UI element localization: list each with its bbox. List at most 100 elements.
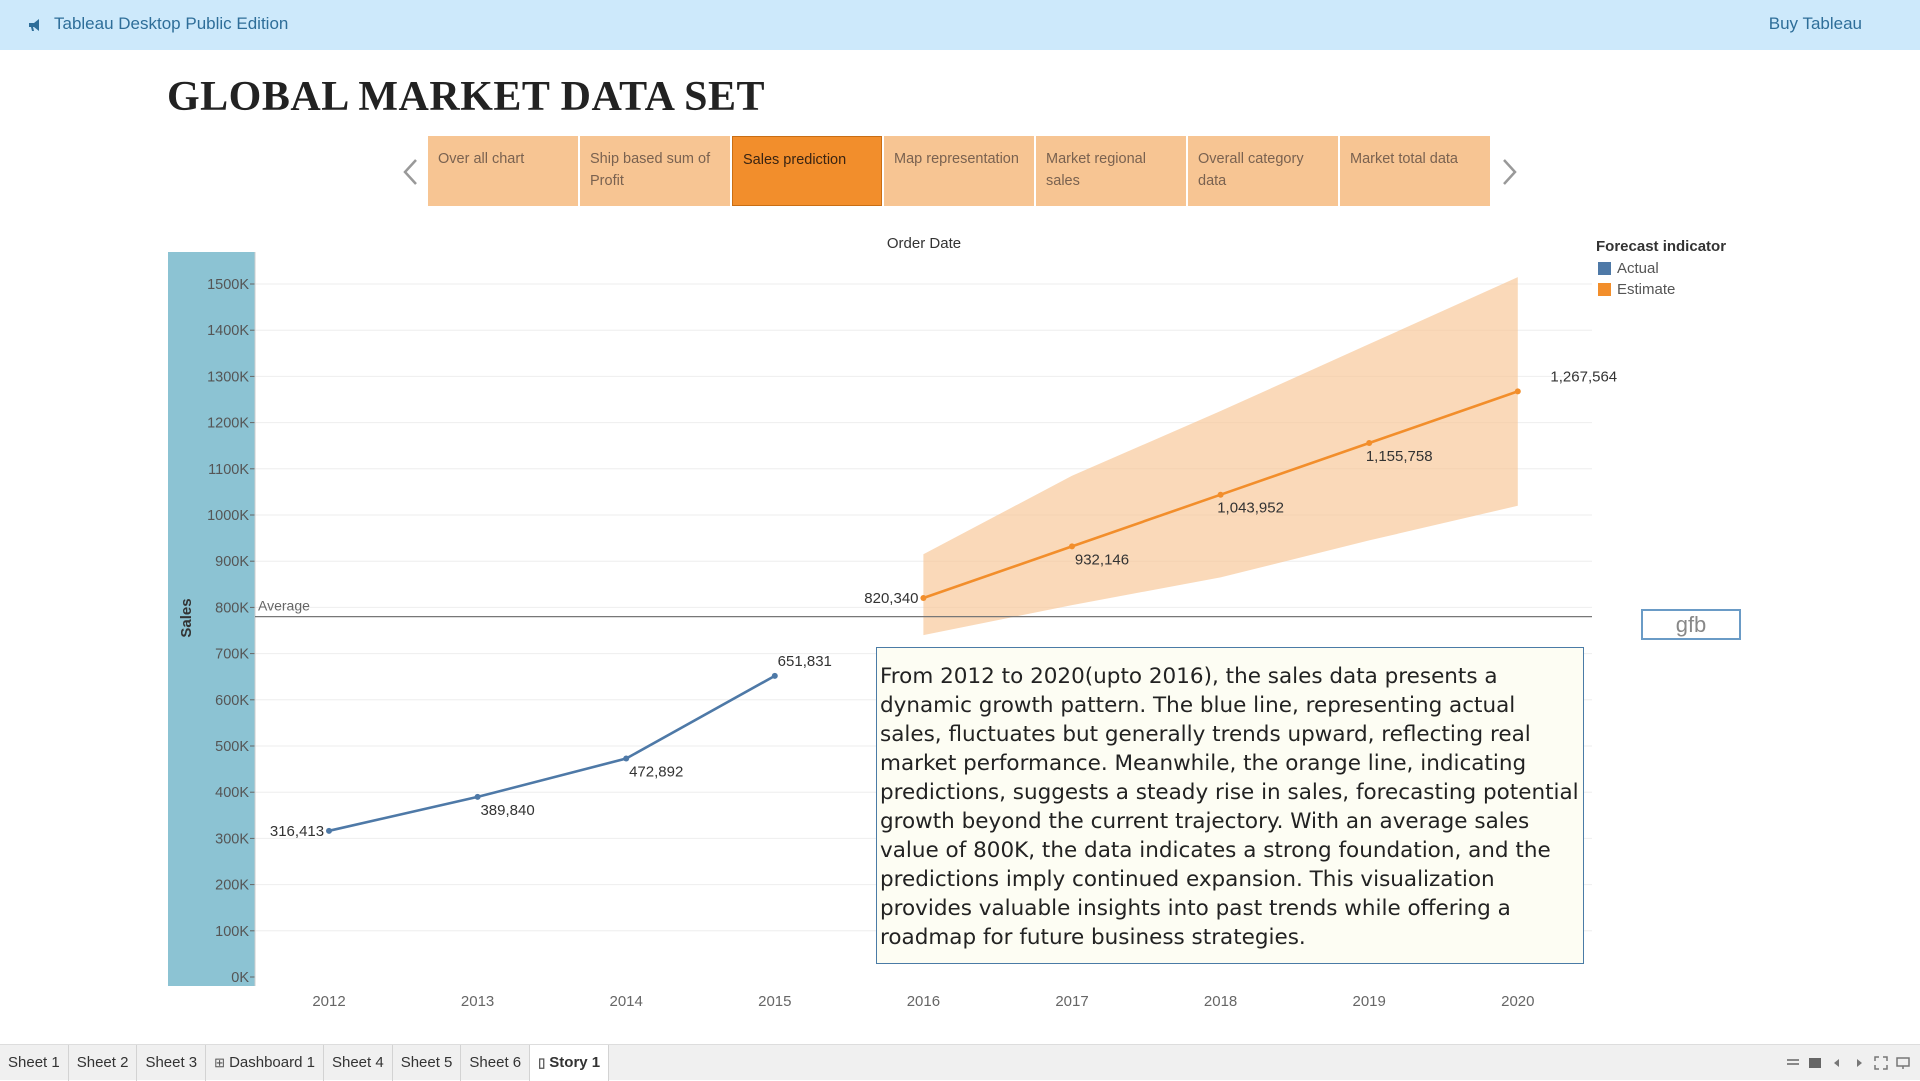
next-arrow-icon[interactable] [1496, 152, 1522, 192]
gfb-text-box[interactable]: gfb [1641, 609, 1741, 640]
grid-view-icon[interactable] [1786, 1056, 1800, 1070]
y-tick-label: 700K [215, 647, 249, 663]
y-tick-label: 800K [215, 600, 249, 616]
status-bar-icons [1786, 1056, 1910, 1070]
y-tick-label: 1500K [207, 277, 249, 293]
data-label-estimate: 1,155,758 [1366, 448, 1433, 465]
story-point-market-regional-sales[interactable]: Market regional sales [1036, 136, 1186, 206]
y-tick-label: 1100K [208, 462, 249, 478]
legend-title: Forecast indicator [1596, 238, 1727, 255]
legend-item-actual[interactable]: Actual [1596, 258, 1726, 279]
story-point-market-total-data[interactable]: Market total data [1340, 136, 1490, 206]
story-point-overall-category-data[interactable]: Overall category data [1188, 136, 1338, 206]
data-label-actual: 316,413 [270, 823, 324, 840]
data-point-actual [474, 793, 481, 800]
x-tick-label: 2017 [1055, 993, 1088, 1010]
data-point-actual [326, 827, 332, 834]
x-tick-label: 2015 [758, 993, 791, 1010]
y-tick-label: 300K [215, 831, 249, 847]
story-tab-1[interactable]: ▯ Story 1 [530, 1045, 610, 1081]
story-title: GLOBAL MARKET DATA SET [167, 74, 765, 120]
y-tick-label: 1300K [207, 369, 249, 385]
data-label-estimate: 1,043,952 [1217, 500, 1284, 517]
data-label-actual: 389,840 [480, 802, 534, 819]
annotation-text-box: From 2012 to 2020(upto 2016), the sales … [876, 647, 1584, 964]
x-tick-label: 2016 [907, 993, 940, 1010]
sheet-tab-label: Sheet 4 [331, 1054, 384, 1071]
legend-item-estimate[interactable]: Estimate [1596, 279, 1726, 300]
y-tick-label: 500K [215, 739, 249, 755]
story-point-ship-profit[interactable]: Ship based sum of Profit [580, 136, 730, 206]
data-label-estimate: 932,146 [1075, 551, 1129, 568]
x-tick-label: 2019 [1353, 993, 1386, 1010]
sheet-tab-label: Sheet 1 [8, 1054, 60, 1071]
x-tick-label: 2020 [1501, 993, 1534, 1010]
sheet-tabs: Sheet 1 Sheet 2 Sheet 3 ⊞ Dashboard 1 Sh… [0, 1045, 610, 1081]
data-point-estimate [1366, 440, 1373, 447]
previous-arrow-icon[interactable] [398, 152, 424, 192]
story-point-map-representation[interactable]: Map representation [884, 136, 1034, 206]
story-point-sales-prediction[interactable]: Sales prediction [732, 136, 882, 206]
y-tick-label: 400K [215, 785, 249, 801]
legend-swatch-actual [1598, 262, 1611, 275]
y-tick-label: 0K [231, 970, 249, 986]
presentation-icon[interactable] [1896, 1056, 1910, 1070]
data-label-actual: 651,831 [778, 653, 832, 670]
app-title: Tableau Desktop Public Edition [54, 14, 289, 33]
data-label-estimate: 820,340 [864, 590, 918, 607]
sheet-tab-5[interactable]: Sheet 5 [393, 1045, 462, 1081]
sheet-tab-label: Story 1 [549, 1054, 601, 1071]
sheet-tab-label: Sheet 6 [469, 1054, 522, 1071]
sheet-tab-label: Dashboard 1 [229, 1054, 315, 1071]
dashboard-icon: ⊞ [214, 1055, 226, 1070]
data-label-actual: 472,892 [629, 764, 683, 781]
sheet-tab-bar: Sheet 1 Sheet 2 Sheet 3 ⊞ Dashboard 1 Sh… [0, 1044, 1920, 1081]
data-point-actual [771, 672, 778, 679]
sheet-tab-label: Sheet 5 [400, 1054, 453, 1071]
story-points-nav: Over all chart Ship based sum of Profit … [428, 136, 1490, 206]
legend-label-actual: Actual [1617, 260, 1659, 277]
buy-tableau-link[interactable]: Buy Tableau [1768, 14, 1862, 33]
megaphone-icon [29, 19, 39, 31]
sheet-tab-label: Sheet 2 [76, 1054, 129, 1071]
x-tick-label: 2018 [1204, 993, 1237, 1010]
chart-title: Order Date [887, 235, 961, 252]
story-icon: ▯ [538, 1055, 546, 1070]
data-point-estimate [1514, 388, 1521, 395]
data-point-estimate [920, 595, 927, 602]
x-tick-label: 2013 [461, 993, 494, 1010]
data-point-actual [623, 755, 630, 762]
y-tick-label: 1400K [207, 323, 249, 339]
x-tick-label: 2012 [312, 993, 345, 1010]
data-label-estimate: 1,267,564 [1550, 368, 1617, 385]
y-tick-label: 200K [215, 878, 249, 894]
next-sheet-icon[interactable] [1852, 1056, 1866, 1070]
y-tick-label: 1200K [207, 416, 249, 432]
average-reference-label: Average [258, 598, 310, 614]
film-strip-icon[interactable] [1808, 1056, 1822, 1070]
sheet-tab-4[interactable]: Sheet 4 [324, 1045, 393, 1081]
y-axis-title: Sales [178, 598, 195, 637]
y-tick-label: 600K [215, 693, 249, 709]
story-point-over-all-chart[interactable]: Over all chart [428, 136, 578, 206]
top-bar: Tableau Desktop Public Edition Buy Table… [0, 0, 1920, 50]
sheet-tab-6[interactable]: Sheet 6 [461, 1045, 531, 1081]
y-tick-label: 900K [215, 554, 249, 570]
forecast-legend: Forecast indicator Actual Estimate [1596, 238, 1726, 300]
sheet-tab-3[interactable]: Sheet 3 [137, 1045, 207, 1081]
y-axis-band [168, 252, 255, 986]
sheet-tab-2[interactable]: Sheet 2 [69, 1045, 138, 1081]
x-tick-label: 2014 [610, 993, 643, 1010]
y-tick-label: 1000K [207, 508, 249, 524]
sheet-tab-label: Sheet 3 [145, 1054, 198, 1071]
sheet-tab-1[interactable]: Sheet 1 [0, 1045, 69, 1081]
data-point-estimate [1217, 491, 1224, 498]
legend-label-estimate: Estimate [1617, 281, 1676, 298]
dashboard-tab-1[interactable]: ⊞ Dashboard 1 [206, 1045, 324, 1081]
data-point-estimate [1069, 543, 1075, 550]
legend-swatch-estimate [1598, 283, 1611, 296]
series-line-actual [328, 674, 776, 833]
y-tick-label: 100K [215, 924, 249, 940]
fullscreen-icon[interactable] [1874, 1056, 1888, 1070]
prev-sheet-icon[interactable] [1830, 1056, 1844, 1070]
